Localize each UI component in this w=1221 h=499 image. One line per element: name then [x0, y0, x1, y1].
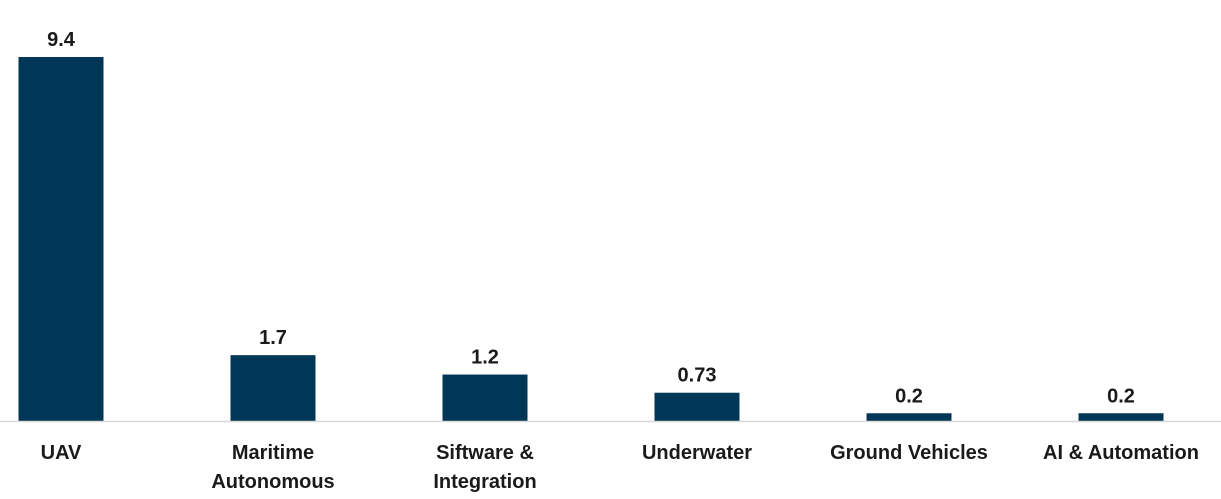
- category-label-1: Maritime Autonomous: [211, 442, 334, 493]
- category-labels-layer: UAV Maritime Autonomous Siftware & Integrati…: [41, 442, 1199, 493]
- category-label-line: Integration: [433, 471, 536, 493]
- category-label-line: Siftware &: [436, 442, 534, 464]
- category-label-line: AI & Automation: [1043, 442, 1199, 464]
- bar-0: [18, 57, 104, 421]
- bar-3: [654, 392, 740, 421]
- category-label-3: Underwater: [642, 442, 752, 464]
- data-label-5: 0.2: [1107, 385, 1135, 407]
- bars-layer: [18, 57, 1164, 421]
- category-label-line: Maritime: [232, 442, 314, 464]
- category-label-4: Ground Vehicles: [830, 442, 988, 464]
- bar-4: [866, 413, 952, 421]
- category-label-line: Underwater: [642, 442, 752, 464]
- bar-1: [230, 355, 316, 421]
- category-label-5: AI & Automation: [1043, 442, 1199, 464]
- value-labels-layer: 9.4 1.7 1.2 0.73 0.2 0.2: [47, 29, 1135, 407]
- bar-2: [442, 374, 528, 421]
- data-label-0: 9.4: [47, 29, 76, 51]
- data-label-4: 0.2: [895, 385, 923, 407]
- category-label-0: UAV: [41, 442, 82, 464]
- category-label-2: Siftware & Integration: [433, 442, 536, 493]
- category-label-line: Autonomous: [211, 471, 334, 493]
- category-label-line: UAV: [41, 442, 82, 464]
- data-label-1: 1.7: [259, 327, 287, 349]
- bar-5: [1078, 413, 1164, 421]
- data-label-3: 0.73: [678, 365, 717, 387]
- data-label-2: 1.2: [471, 347, 499, 369]
- category-label-line: Ground Vehicles: [830, 442, 988, 464]
